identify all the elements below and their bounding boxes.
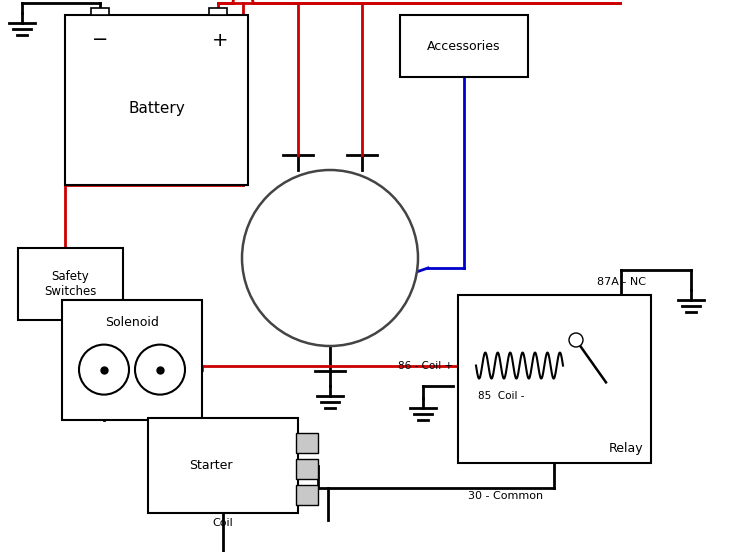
Text: Relay: Relay: [609, 442, 643, 455]
Bar: [209, 8, 227, 15]
Bar: [148, 418, 298, 513]
Bar: [296, 485, 318, 505]
Text: 85  Coil -: 85 Coil -: [478, 391, 525, 401]
Text: 86 - Coil +: 86 - Coil +: [398, 360, 453, 370]
Circle shape: [569, 333, 583, 347]
Bar: [296, 459, 318, 479]
Bar: [296, 433, 318, 453]
Bar: [458, 295, 651, 463]
Bar: [65, 15, 248, 185]
Bar: [400, 15, 528, 77]
Text: Starter: Starter: [189, 459, 233, 472]
Circle shape: [242, 170, 418, 346]
Text: Safety
Switches: Safety Switches: [44, 270, 96, 298]
Text: Solenoid: Solenoid: [105, 316, 159, 329]
Bar: [18, 248, 123, 320]
Circle shape: [79, 344, 129, 395]
Text: 87A - NC: 87A - NC: [597, 277, 646, 287]
Bar: [91, 8, 109, 15]
Text: Battery: Battery: [128, 101, 185, 116]
Text: Accessories: Accessories: [428, 40, 500, 52]
Text: Coil: Coil: [213, 518, 233, 528]
Bar: [62, 300, 202, 420]
Text: 30 - Common: 30 - Common: [468, 491, 543, 501]
Text: −: −: [92, 30, 108, 50]
Text: +: +: [212, 30, 228, 50]
Circle shape: [135, 344, 185, 395]
